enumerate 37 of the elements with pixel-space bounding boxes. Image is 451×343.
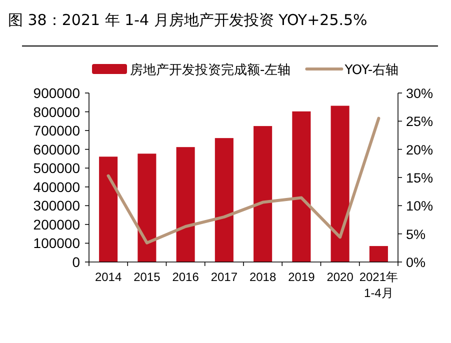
x-tick-label: 2019 [288, 270, 316, 284]
y-tick-label: 600000 [33, 141, 80, 158]
x-tick-label: 2021年 1-4月 [359, 270, 398, 300]
y-tick-label: 400000 [33, 178, 80, 195]
y-tick-label: 700000 [33, 122, 80, 139]
x-tick-label: 2015 [134, 270, 161, 284]
y2-tick-label: 30% [406, 86, 434, 101]
x-tick-label: 2017 [210, 270, 238, 284]
y-tick-label: 900000 [33, 85, 80, 101]
y2-tick-label: 5% [406, 226, 426, 242]
y-tick-label: 800000 [33, 104, 80, 120]
legend-label: YOY-右轴 [344, 63, 399, 78]
x-tick-label: 2016 [172, 270, 200, 284]
y2-tick-label: 0% [406, 255, 426, 270]
y2-tick-label: 10% [406, 198, 434, 214]
y-tick-label: 300000 [33, 198, 80, 214]
y2-tick-label: 15% [406, 170, 434, 186]
bar [330, 106, 350, 262]
bar [176, 147, 195, 262]
bar [292, 111, 311, 262]
line-series [106, 116, 380, 244]
bar [214, 138, 234, 262]
y2-tick-label: 25% [406, 114, 434, 130]
y-tick-label: 0 [72, 254, 80, 270]
legend-label: 房地产开发投资完成额-左轴 [130, 62, 291, 78]
chart-title: 图 38：2021 年 1-4 月房地产开发投资 YOY+25.5% [8, 11, 368, 29]
y-tick-label: 200000 [33, 216, 80, 232]
y2-tick-label: 20% [406, 142, 434, 158]
x-tick-label: 2018 [249, 270, 276, 284]
bar [99, 156, 118, 262]
x-tick-label: 2014 [94, 270, 122, 284]
bar [254, 126, 272, 262]
y-tick-label: 100000 [33, 235, 80, 252]
bar [138, 154, 156, 262]
bar [369, 246, 388, 262]
y-tick-label: 500000 [33, 160, 80, 176]
x-tick-label: 2020 [326, 270, 354, 284]
